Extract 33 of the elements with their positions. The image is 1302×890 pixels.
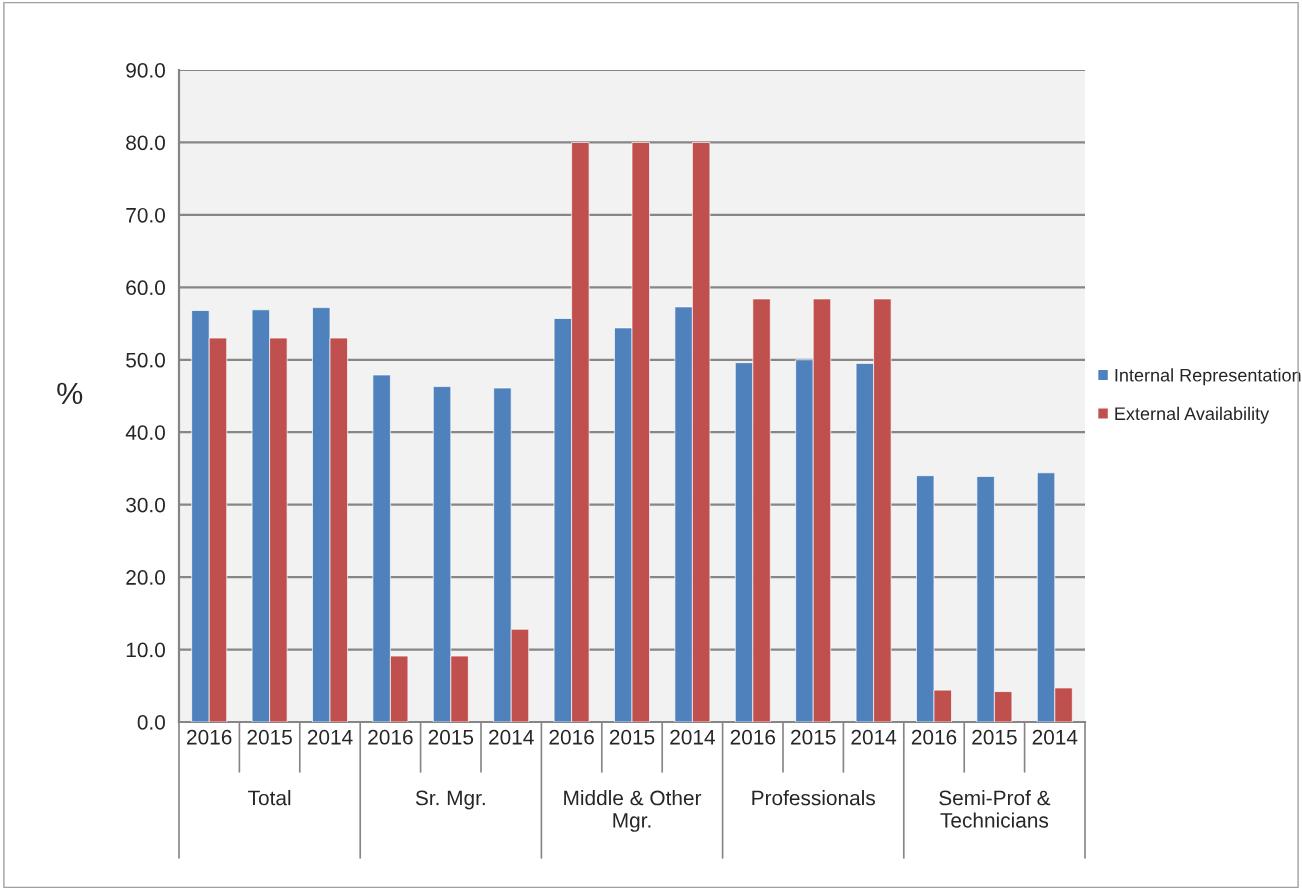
x-tick-label: 2015	[609, 729, 655, 745]
legend-label: External Availability	[1115, 406, 1270, 424]
x-tick-label: 2015	[791, 729, 836, 745]
y-tick-label: 10.0	[126, 642, 165, 658]
x-tick-label: 2014	[1032, 729, 1078, 745]
text: Professionals	[752, 790, 875, 806]
y-tick-label: 0.0	[137, 715, 165, 730]
y-tick-label: 80.0	[126, 135, 165, 151]
x-tick-label: 2015	[428, 729, 474, 745]
x-tick-label: 2014	[851, 729, 897, 745]
x-tick-label: 2016	[549, 729, 594, 745]
x-tick-label: 2014	[307, 729, 353, 745]
y-tick-label: 40.0	[125, 425, 165, 440]
legend-label: Internal Representation	[1115, 368, 1301, 386]
text: Middle & Other Mgr.	[564, 790, 702, 832]
x-tick-label: 2014	[670, 729, 715, 745]
y-tick-label: 30.0	[126, 497, 165, 513]
x-tick-label: 2015	[247, 729, 292, 745]
y-axis-title: %	[57, 382, 83, 405]
y-tick-label: 20.0	[126, 570, 165, 585]
y-tick-label: 50.0	[126, 352, 165, 368]
x-tick-label: 2016	[730, 729, 776, 745]
x-tick-label: 2016	[368, 729, 413, 745]
x-tick-label: 2016	[187, 729, 232, 745]
text: Sr. Mgr.	[415, 790, 485, 810]
x-tick-label: 2015	[972, 729, 1017, 745]
x-tick-label: 2014	[489, 729, 534, 745]
text: Semi-Prof & Technicians	[939, 790, 1051, 828]
y-tick-label: 70.0	[126, 207, 165, 223]
y-tick-label: 60.0	[126, 280, 165, 296]
y-tick-label: 90.0	[126, 63, 165, 78]
x-tick-label: 2016	[911, 729, 957, 745]
text: Total	[248, 790, 291, 806]
